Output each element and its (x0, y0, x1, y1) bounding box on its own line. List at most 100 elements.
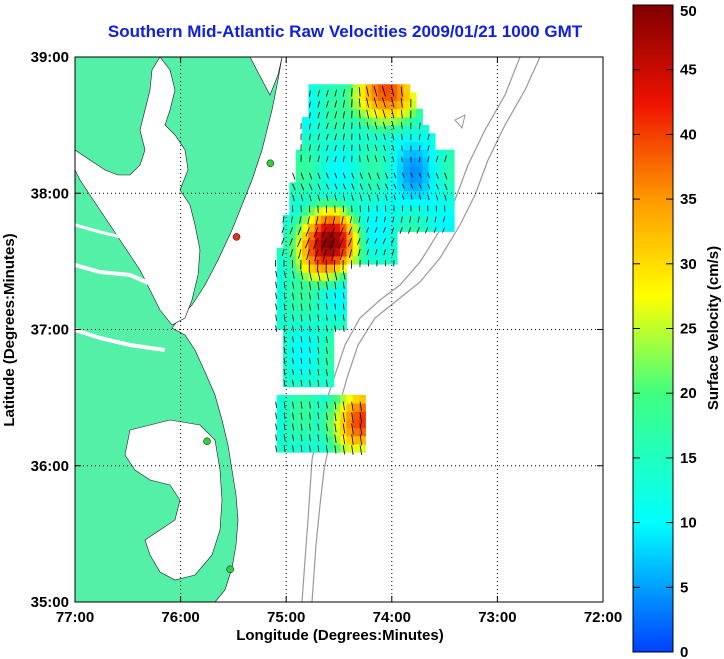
chesapeake-bay (75, 57, 201, 326)
velocity-cell (314, 231, 322, 241)
velocity-vector (366, 109, 369, 119)
velocity-cell (333, 100, 341, 110)
velocity-cell (327, 403, 335, 412)
velocity-cell (314, 182, 322, 192)
velocity-cell (409, 223, 417, 232)
velocity-cell (321, 133, 328, 142)
velocity-vector (382, 109, 386, 119)
velocity-cell (441, 174, 449, 183)
velocity-vector (392, 133, 395, 141)
velocity-cell (289, 329, 297, 339)
velocity-cell (283, 370, 290, 380)
velocity-cell (371, 125, 379, 134)
velocity-cell (314, 304, 322, 314)
velocity-cell (333, 182, 341, 192)
velocity-cell (384, 125, 392, 134)
velocity-vector (442, 227, 445, 233)
velocity-cell (302, 362, 309, 371)
velocity-cell (422, 223, 430, 232)
pamlico-sound (124, 419, 223, 581)
velocity-cell (327, 443, 335, 453)
velocity-vector (427, 156, 430, 163)
velocity-cell (308, 190, 316, 200)
velocity-cell (308, 231, 316, 241)
velocity-vector (366, 155, 369, 162)
velocity-vector (325, 144, 329, 152)
velocity-cell (428, 141, 436, 151)
velocity-cell (302, 313, 309, 322)
velocity-vector (307, 216, 310, 225)
velocity-cell (314, 296, 322, 306)
velocity-vector (359, 122, 361, 130)
velocity-cell (390, 239, 398, 249)
velocity-vector (300, 358, 303, 364)
velocity-vector (309, 194, 312, 202)
velocity-vector (342, 89, 345, 97)
velocity-vector (334, 314, 337, 321)
velocity-vector (325, 314, 328, 321)
velocity-cell (428, 182, 436, 192)
velocity-vector (418, 183, 422, 189)
velocity-cell (416, 116, 423, 126)
velocity-cell (308, 419, 316, 429)
velocity-cell (333, 247, 341, 257)
velocity-cell (289, 304, 297, 314)
colorbar-label: Surface Velocity (cm/s) (705, 246, 722, 410)
velocity-cell (327, 321, 335, 330)
velocity-vector (325, 122, 329, 130)
velocity-cell (308, 329, 316, 339)
velocity-cell (346, 239, 354, 249)
velocity-vector (342, 111, 345, 119)
velocity-cell (302, 321, 309, 330)
velocity-cell (346, 427, 354, 437)
velocity-vector (283, 336, 286, 343)
velocity-cell (295, 394, 303, 404)
velocity-vector (366, 216, 369, 223)
velocity-vector (304, 238, 310, 249)
velocity-cell (340, 231, 347, 241)
velocity-vector (275, 434, 277, 441)
velocity-cell (333, 394, 341, 404)
velocity-cell (378, 255, 385, 265)
velocity-vector (300, 281, 303, 290)
velocity-cell (416, 215, 423, 224)
velocity-vector (374, 133, 378, 141)
velocity-vector (275, 303, 277, 310)
velocity-cell (384, 116, 392, 126)
velocity-cell (321, 427, 328, 437)
velocity-cell (308, 345, 316, 355)
velocity-cell (314, 329, 322, 339)
velocity-cell (352, 411, 360, 420)
velocity-cell (340, 264, 347, 273)
colorbar-tick-label: 15 (680, 450, 697, 467)
velocity-cell (403, 157, 411, 167)
velocity-cell (302, 157, 309, 167)
velocity-cell (321, 239, 328, 249)
velocity-cell (352, 125, 360, 134)
velocity-cell (416, 108, 423, 118)
velocity-vector (358, 110, 361, 119)
velocity-cell (378, 133, 385, 142)
velocity-vector (292, 314, 294, 322)
velocity-cell (295, 190, 303, 200)
velocity-cell (359, 157, 366, 167)
velocity-cell (346, 100, 354, 110)
velocity-cell (308, 166, 316, 175)
velocity-cell (346, 419, 354, 429)
velocity-cell (340, 141, 347, 151)
velocity-cell (403, 133, 411, 142)
velocity-cell (428, 149, 436, 159)
velocity-cell (289, 198, 297, 208)
velocity-cell (327, 272, 335, 281)
velocity-vector (300, 270, 304, 280)
velocity-vector (334, 325, 337, 332)
velocity-cell (397, 133, 404, 142)
velocity-vector (385, 172, 389, 179)
velocity-cell (302, 125, 309, 134)
velocity-vector (338, 238, 344, 249)
x-tick-label: 73:00 (478, 609, 516, 626)
velocity-cell (321, 264, 328, 273)
velocity-vector (325, 111, 329, 119)
velocity-cell (333, 296, 341, 306)
velocity-cell (422, 149, 430, 159)
